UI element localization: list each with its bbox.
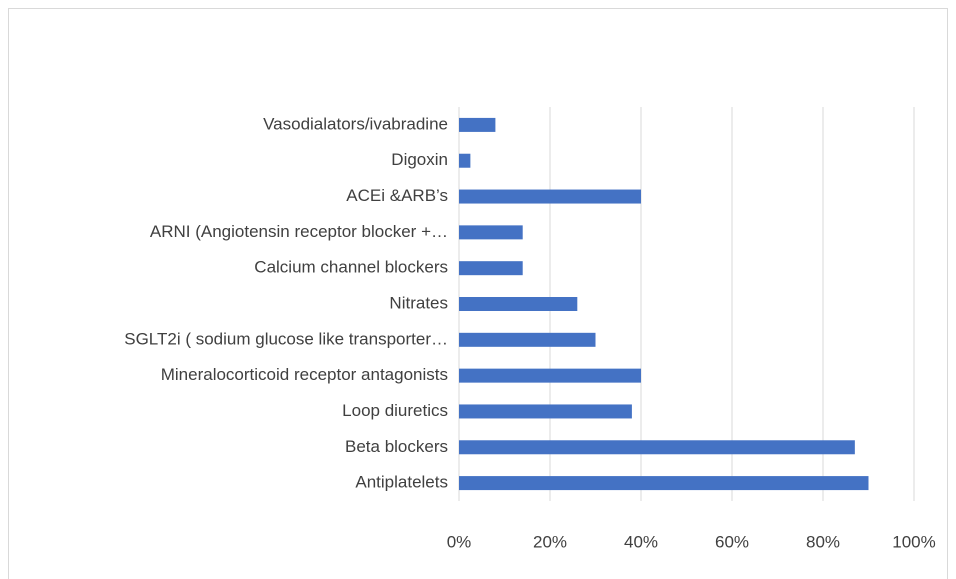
x-tick-label: 60%: [715, 532, 749, 551]
x-tick-label: 20%: [533, 532, 567, 551]
y-tick-label: Mineralocorticoid receptor antagonists: [161, 365, 448, 384]
y-tick-label: Vasodialators/ivabradine: [263, 114, 448, 133]
bar: [459, 297, 578, 311]
bar: [459, 404, 632, 419]
y-tick-label: Antiplatelets: [355, 473, 448, 492]
bar: [459, 153, 471, 168]
bar: [459, 368, 641, 383]
bar: [459, 117, 496, 132]
bar: [459, 261, 523, 276]
y-tick-label: SGLT2i ( sodium glucose like transporter…: [124, 329, 448, 348]
bar: [459, 476, 869, 491]
y-tick-label: Beta blockers: [345, 437, 448, 456]
bar: [459, 225, 523, 240]
bar: [459, 440, 855, 455]
bar: [459, 189, 641, 204]
y-tick-label: ACEi &ARB’s: [346, 186, 448, 205]
y-tick-label: Digoxin: [391, 150, 448, 169]
x-tick-label: 80%: [806, 532, 840, 551]
y-tick-label: ARNI (Angiotensin receptor blocker +…: [150, 222, 448, 241]
y-tick-label: Loop diuretics: [342, 401, 448, 420]
x-tick-label: 100%: [892, 532, 935, 551]
y-tick-label: Nitrates: [389, 293, 448, 312]
chart-frame: [8, 8, 948, 579]
y-tick-label: Calcium channel blockers: [254, 258, 448, 277]
bar: [459, 332, 596, 347]
x-tick-label: 0%: [447, 532, 472, 551]
x-tick-label: 40%: [624, 532, 658, 551]
